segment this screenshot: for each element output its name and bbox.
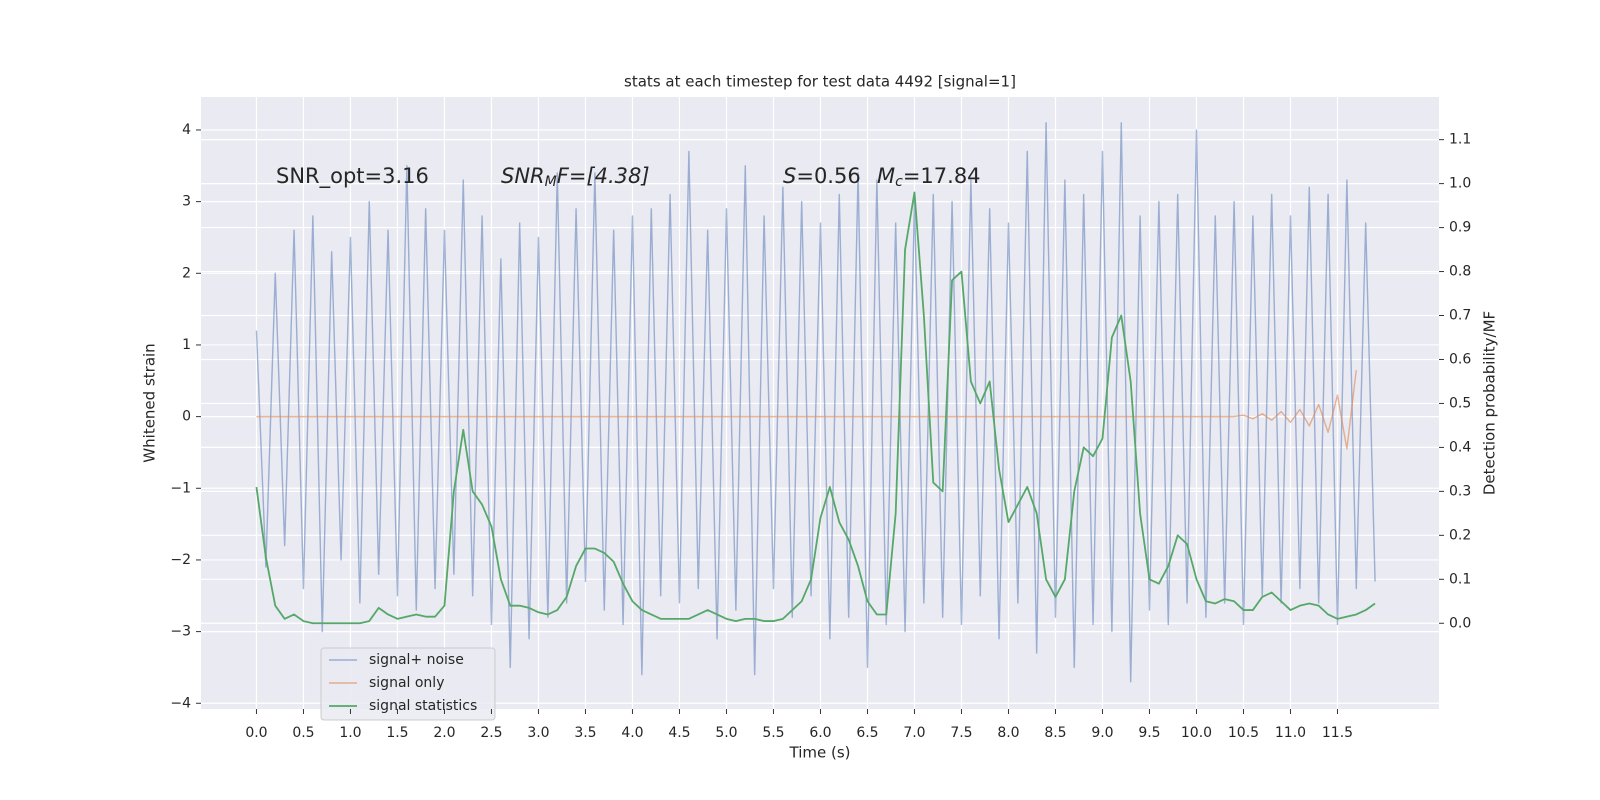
- y2-tick-label: 0.3: [1449, 483, 1471, 499]
- y-tick-label: 3: [182, 194, 191, 210]
- x-tick-label: 3.0: [527, 725, 549, 741]
- annotation: S=0.56: [783, 164, 861, 188]
- y-tick-label: −2: [170, 552, 191, 568]
- x-tick-label: 9.0: [1091, 725, 1113, 741]
- y2-tick-label: 0.7: [1449, 308, 1471, 324]
- y-tick-label: −3: [170, 624, 191, 640]
- x-tick-label: 4.0: [621, 725, 643, 741]
- x-tick-label: 5.0: [715, 725, 737, 741]
- x-axis-label: Time (s): [789, 744, 851, 762]
- series-line: [255, 122, 1376, 683]
- annotation-part: SNR: [501, 164, 545, 188]
- x-tick-label: 6.0: [809, 725, 831, 741]
- x-tick-label: 11.0: [1275, 725, 1306, 741]
- y2-tick-label: 0.0: [1449, 615, 1471, 631]
- y2-tick-label: 1.1: [1449, 132, 1471, 148]
- legend-label: signal+ noise: [369, 652, 464, 668]
- x-tick-label: 6.5: [856, 725, 878, 741]
- x-tick-label: 7.0: [903, 725, 925, 741]
- annotation-part: M: [545, 174, 557, 190]
- y-axis-label: Whitened strain: [141, 343, 159, 462]
- y2-tick-label: 0.6: [1449, 351, 1471, 367]
- annotation-part: S: [783, 164, 796, 188]
- annotation: SNRMF=[4.38]: [501, 164, 650, 190]
- annotation-part: F=[4.38]: [557, 164, 650, 188]
- x-tick-label: 8.0: [997, 725, 1019, 741]
- y-tick-label: 1: [182, 337, 191, 353]
- x-tick-label: 0.0: [245, 725, 267, 741]
- x-tick-label: 4.5: [668, 725, 690, 741]
- y2-tick-label: 0.9: [1449, 220, 1471, 236]
- series-line: [256, 369, 1357, 450]
- x-tick-label: 11.5: [1322, 725, 1353, 741]
- series-line: [255, 191, 1376, 625]
- x-tick-label: 7.5: [950, 725, 972, 741]
- y2-tick-label: 0.8: [1449, 264, 1471, 280]
- annotation: SNR_opt=3.16: [276, 164, 429, 189]
- legend-label: signal only: [369, 675, 444, 691]
- legend-label: signal statistics: [369, 698, 477, 714]
- y-tick-label: −4: [170, 695, 191, 711]
- x-tick-label: 2.0: [433, 725, 455, 741]
- x-tick-label: 8.5: [1044, 725, 1066, 741]
- annotation-part: M: [877, 164, 895, 188]
- x-tick-label: 0.5: [292, 725, 314, 741]
- y2-tick-label: 0.2: [1449, 527, 1471, 543]
- x-tick-label: 10.0: [1181, 725, 1212, 741]
- y2-axis-label: Detection probability/MF: [1481, 311, 1499, 495]
- y-tick-label: −1: [170, 480, 191, 496]
- y2-tick-label: 0.1: [1449, 571, 1471, 587]
- y2-tick-label: 0.4: [1449, 439, 1471, 455]
- annotation: Mc=17.84: [877, 164, 981, 190]
- x-tick-label: 1.0: [339, 725, 361, 741]
- x-tick-label: 2.5: [480, 725, 502, 741]
- y2-tick-label: 0.5: [1449, 395, 1471, 411]
- y-tick-label: 2: [182, 265, 191, 281]
- chart-title: stats at each timestep for test data 449…: [624, 73, 1016, 91]
- y-tick-label: 4: [182, 122, 191, 138]
- y-tick-label: 0: [182, 409, 191, 425]
- x-tick-label: 9.5: [1138, 725, 1160, 741]
- y2-tick-label: 1.0: [1449, 176, 1471, 192]
- x-tick-label: 10.5: [1228, 725, 1259, 741]
- x-tick-label: 3.5: [574, 725, 596, 741]
- annotation-part: =17.84: [903, 164, 981, 188]
- x-tick-label: 1.5: [386, 725, 408, 741]
- annotation-part: =0.56: [796, 164, 860, 188]
- x-tick-label: 5.5: [762, 725, 784, 741]
- annotation-part: c: [895, 174, 903, 190]
- legend-box: [320, 647, 496, 721]
